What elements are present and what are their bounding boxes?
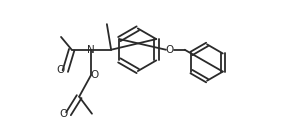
Text: O: O — [91, 70, 99, 80]
Text: N: N — [87, 45, 95, 55]
Text: O: O — [56, 65, 65, 75]
Text: O: O — [166, 45, 174, 55]
Text: O: O — [60, 109, 68, 119]
